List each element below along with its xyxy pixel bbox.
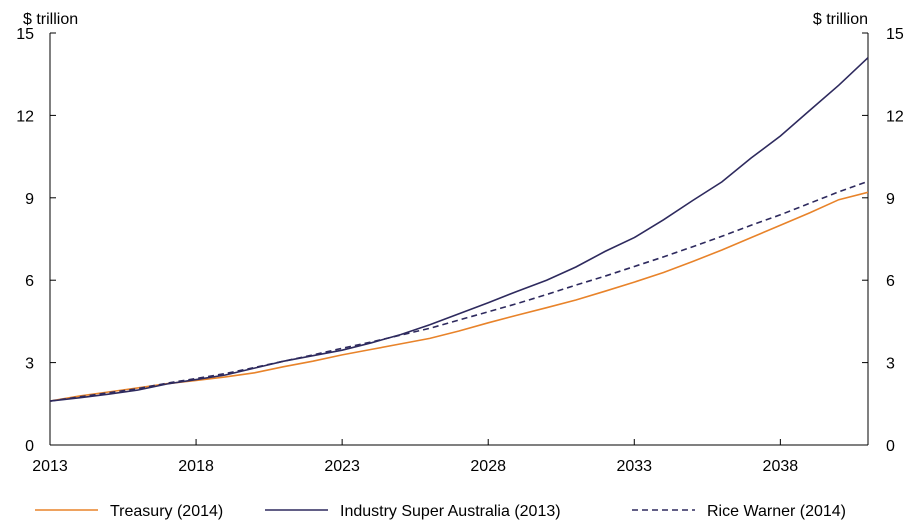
right-y-tick-label: 6 xyxy=(886,273,895,290)
right-y-tick-label: 12 xyxy=(886,108,904,125)
right-y-tick-label: 0 xyxy=(886,438,895,455)
left-y-tick-label: 9 xyxy=(25,191,34,208)
right-axis-unit-label: $ trillion xyxy=(813,11,868,28)
series-line-3 xyxy=(50,180,868,402)
series-lines xyxy=(50,57,868,402)
left-y-tick-label: 6 xyxy=(25,273,34,290)
left-y-tick-label: 12 xyxy=(16,108,34,125)
legend-label-3: Rice Warner (2014) xyxy=(707,503,846,520)
ticks: 0 0 3 3 6 6 9 9 12 12 15 15 2013 2018 2023 2028 2033 2038 xyxy=(16,26,904,475)
series-line-2 xyxy=(50,57,868,402)
left-y-tick-label: 3 xyxy=(25,356,34,373)
axes xyxy=(49,33,869,446)
x-tick-label: 2028 xyxy=(470,458,506,475)
x-tick-label: 2033 xyxy=(616,458,652,475)
left-y-tick-label: 0 xyxy=(25,438,34,455)
legend-label-2: Industry Super Australia (2013) xyxy=(340,503,561,520)
legend: Treasury (2014) Industry Super Australia … xyxy=(35,503,846,520)
right-y-tick-label: 9 xyxy=(886,191,895,208)
right-y-tick-label: 15 xyxy=(886,26,904,43)
right-y-tick-label: 3 xyxy=(886,356,895,373)
legend-label-1: Treasury (2014) xyxy=(110,503,223,520)
series-line-1 xyxy=(50,191,868,402)
x-tick-label: 2018 xyxy=(178,458,214,475)
left-axis-unit-label: $ trillion xyxy=(23,11,78,28)
x-tick-label: 2038 xyxy=(763,458,799,475)
x-tick-label: 2023 xyxy=(324,458,360,475)
x-tick-label: 2013 xyxy=(32,458,68,475)
left-y-tick-label: 15 xyxy=(16,26,34,43)
